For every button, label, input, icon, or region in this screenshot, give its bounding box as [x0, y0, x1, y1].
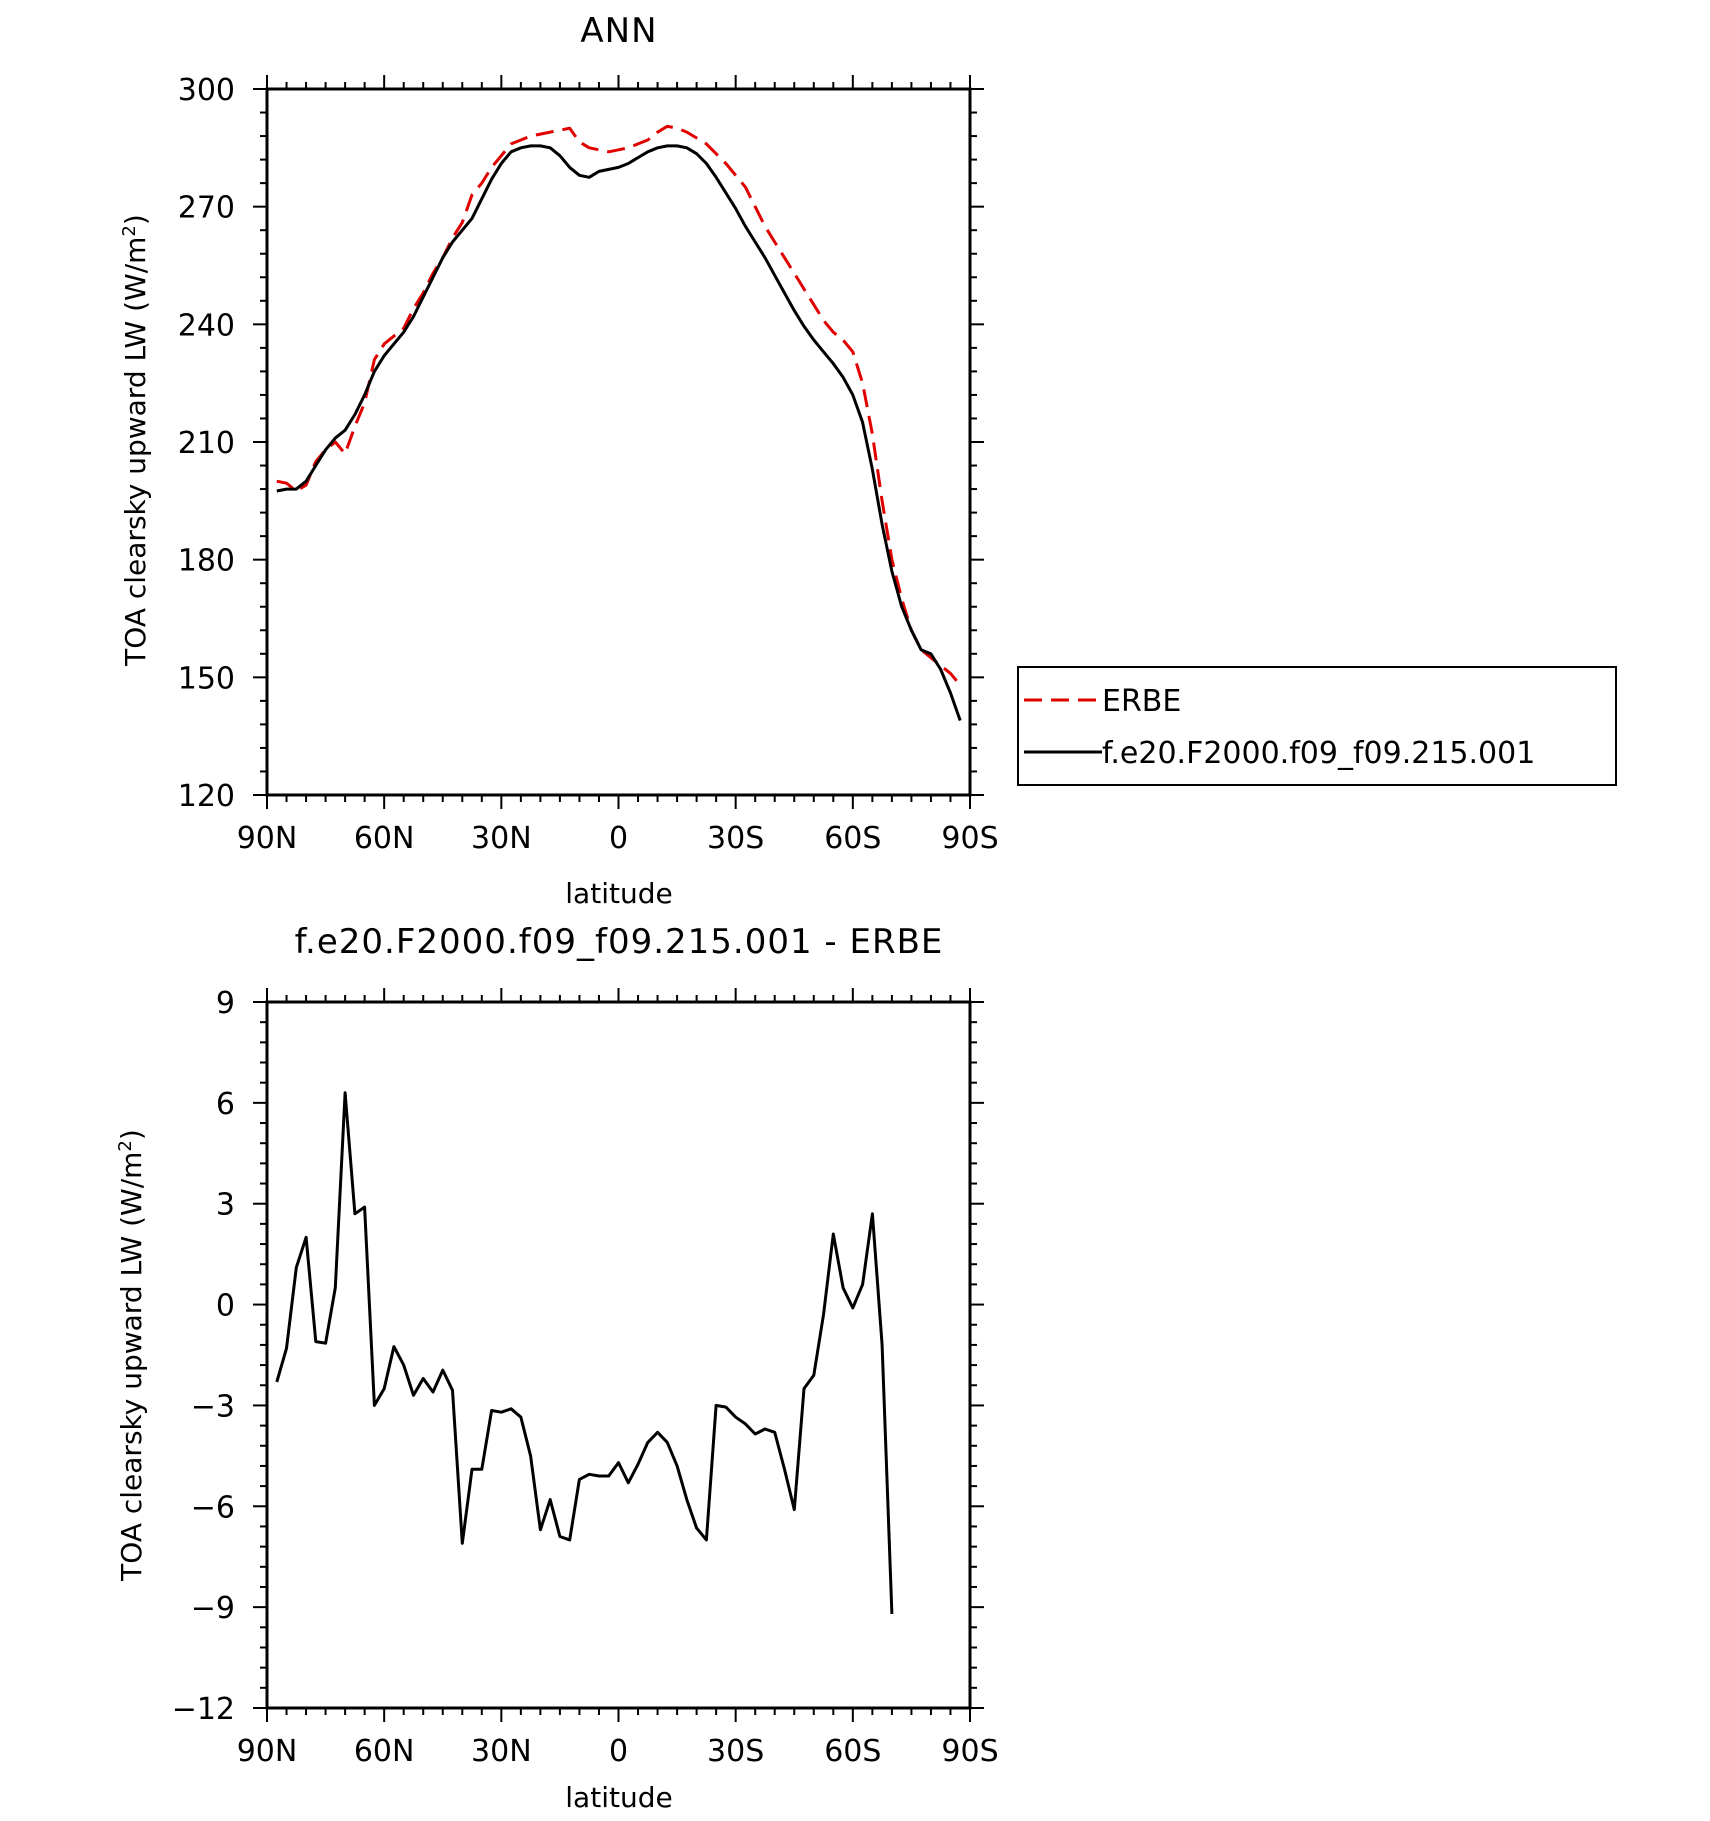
top-x-tick-labels: 90N 60N 30N 0 30S 60S 90S — [237, 821, 999, 856]
top-y-tick-label: 300 — [178, 73, 235, 108]
top-series-line-0 — [276, 124, 962, 687]
top-plot-frame — [265, 87, 972, 797]
top-x-tick-label: 60N — [354, 821, 415, 856]
top-y-tick-label: 210 — [178, 426, 235, 461]
bottom-x-tick-label: 60N — [354, 1734, 415, 1769]
legend-box — [1017, 666, 1617, 786]
bottom-x-tick-label: 90S — [941, 1734, 998, 1769]
bottom-y-tick-label: 0 — [216, 1289, 235, 1324]
top-series-line-1 — [276, 144, 962, 721]
bottom-y-tick-label: −3 — [191, 1389, 235, 1424]
bottom-y-axis-label: TOA clearsky upward LW (W/m2) — [115, 1129, 148, 1582]
top-x-tick-label: 90N — [237, 821, 298, 856]
top-x-tick-label: 90S — [941, 821, 998, 856]
bottom-chart-title: f.e20.F2000.f09_f09.215.001 - ERBE — [295, 922, 944, 962]
bottom-x-tick-label: 90N — [237, 1734, 298, 1769]
top-x-tick-label: 0 — [609, 821, 628, 856]
bottom-y-tick-label: 6 — [216, 1087, 235, 1122]
bottom-x-tick-label: 0 — [609, 1734, 628, 1769]
top-y-tick-label: 150 — [178, 661, 235, 696]
legend-label-erbe: ERBE — [1102, 684, 1181, 719]
bottom-x-tick-label: 30N — [471, 1734, 532, 1769]
top-tick-marks — [253, 75, 984, 809]
bottom-y-tick-label: 3 — [216, 1188, 235, 1223]
bottom-y-tick-label: −6 — [191, 1490, 235, 1525]
bottom-tick-marks — [253, 988, 984, 1722]
bottom-y-tick-label: −12 — [172, 1692, 235, 1727]
legend-label-model: f.e20.F2000.f09_f09.215.001 — [1102, 736, 1535, 771]
bottom-y-tick-label: 9 — [216, 986, 235, 1021]
bottom-y-tick-labels: −12 −9 −6 −3 0 3 6 9 — [172, 986, 235, 1727]
bottom-x-axis-label: latitude — [565, 1781, 672, 1814]
bottom-series-lines — [275, 1091, 894, 1614]
bottom-series-line-0 — [275, 1091, 894, 1614]
top-y-tick-label: 180 — [178, 544, 235, 579]
top-x-tick-label: 30S — [707, 821, 764, 856]
bottom-plot-frame — [265, 1000, 972, 1710]
top-x-axis-label: latitude — [565, 877, 672, 910]
top-y-tick-labels: 120 150 180 210 240 270 300 — [178, 73, 235, 814]
top-legend: ERBE f.e20.F2000.f09_f09.215.001 — [1017, 666, 1617, 786]
top-series-lines — [276, 124, 962, 721]
top-panel: ANN TOA clearsky upward LW (W/m2) latitu… — [119, 11, 999, 910]
top-y-tick-label: 120 — [178, 779, 235, 814]
top-x-tick-label: 30N — [471, 821, 532, 856]
top-chart-title: ANN — [580, 11, 657, 51]
top-x-tick-label: 60S — [824, 821, 881, 856]
top-y-tick-label: 240 — [178, 308, 235, 343]
top-y-tick-label: 270 — [178, 191, 235, 226]
bottom-panel: f.e20.F2000.f09_f09.215.001 - ERBE TOA c… — [115, 922, 999, 1814]
bottom-x-tick-label: 30S — [707, 1734, 764, 1769]
top-y-axis-label: TOA clearsky upward LW (W/m2) — [119, 214, 152, 667]
bottom-x-tick-label: 60S — [824, 1734, 881, 1769]
bottom-y-tick-label: −9 — [191, 1591, 235, 1626]
bottom-x-tick-labels: 90N 60N 30N 0 30S 60S 90S — [237, 1734, 999, 1769]
